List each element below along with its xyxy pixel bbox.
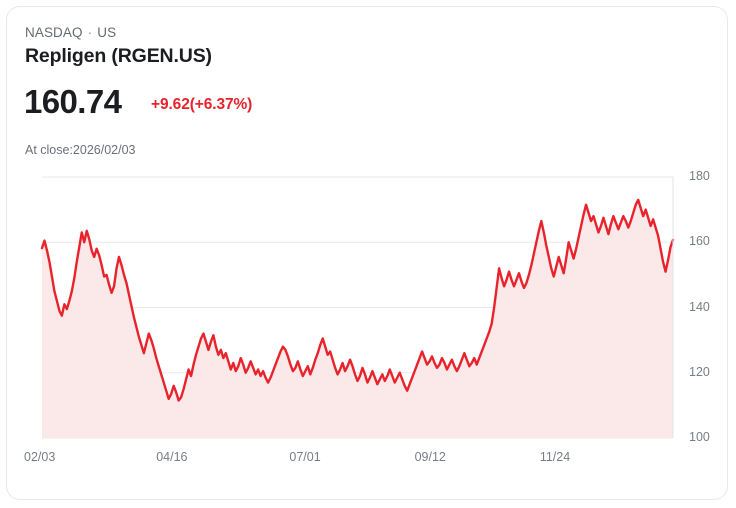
exchange-name: NASDAQ	[25, 25, 83, 40]
y-axis-label: 140	[689, 299, 710, 314]
x-axis-label: 11/24	[539, 450, 571, 464]
exchange-row: NASDAQ · US	[25, 25, 116, 40]
chart-canvas	[40, 176, 675, 439]
y-axis-label: 120	[689, 364, 710, 379]
x-axis-label: 07/01	[289, 450, 321, 464]
current-price: 160.74	[24, 83, 122, 120]
region-label: US	[97, 25, 117, 40]
x-axis-label: 04/16	[156, 450, 188, 464]
y-axis-label: 180	[689, 169, 710, 183]
price-change: +9.62(+6.37%)	[151, 96, 253, 113]
y-axis-label: 100	[689, 430, 710, 444]
separator-dot: ·	[87, 25, 93, 40]
price-chart: 100 120 140 160 180 02/03 04/16 07/01 09/12 11/24	[7, 7, 727, 499]
market-status: At close:2026/02/03	[25, 143, 136, 157]
page-title: Repligen (RGEN.US)	[25, 45, 212, 67]
stock-quote-card: NASDAQ · US Repligen (RGEN.US) 160.74 +9.6…	[6, 6, 728, 500]
x-axis-label: 09/12	[414, 450, 446, 464]
chart-area-fill	[42, 199, 673, 438]
chart-line	[40, 198, 675, 402]
y-axis-label: 160	[689, 234, 710, 249]
x-axis-label: 02/03	[24, 450, 56, 464]
